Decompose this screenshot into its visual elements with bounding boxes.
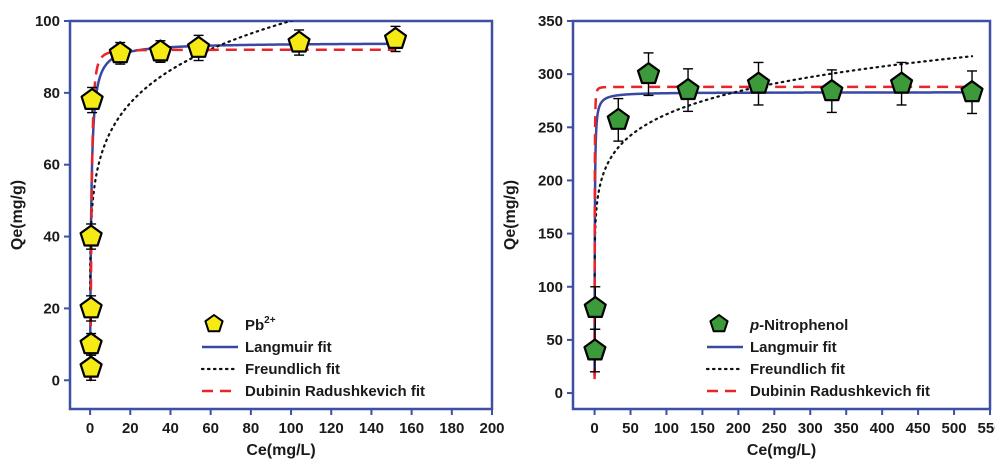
y-axis-title: Qe(mg/g) bbox=[502, 180, 519, 250]
x-tick-label: 250 bbox=[762, 420, 787, 437]
data-point-marker bbox=[287, 30, 311, 53]
y-tick-label: 0 bbox=[52, 372, 60, 389]
x-tick-label: 500 bbox=[942, 420, 967, 437]
data-point-marker bbox=[606, 107, 630, 130]
legend-label-dubinin: Dubinin Radushkevich fit bbox=[245, 383, 425, 400]
data-point-marker bbox=[889, 71, 914, 94]
legend-label-langmuir: Langmuir fit bbox=[245, 339, 332, 356]
data-point-marker bbox=[148, 39, 172, 62]
data-point-marker bbox=[746, 71, 771, 94]
right-chart-panel: 0 50 100 150 200 250 300 350 400 450 500 550 0 50 100 1… bbox=[502, 13, 995, 459]
data-point-marker bbox=[79, 355, 103, 378]
x-tick-label: 0 bbox=[590, 420, 598, 437]
y-tick-label: 200 bbox=[538, 172, 563, 189]
x-axis-title: Ce(mg/L) bbox=[246, 442, 315, 459]
legend: p-Nitrophenol Langmuir fit Freundlich fit D… bbox=[705, 314, 930, 400]
x-tick-label: 150 bbox=[690, 420, 715, 437]
dubinin-fit-curve bbox=[593, 85, 973, 380]
legend-label-superscript: 2+ bbox=[264, 315, 276, 326]
legend-marker-points bbox=[204, 314, 224, 333]
x-tick-label: 400 bbox=[870, 420, 895, 437]
freundlich-fit-curve bbox=[89, 21, 295, 291]
legend-label-name: Pb bbox=[245, 317, 264, 334]
langmuir-fit-curve bbox=[593, 91, 973, 377]
data-point-marker bbox=[108, 41, 132, 64]
data-point-marker bbox=[583, 295, 607, 318]
freundlich-fit-curve bbox=[593, 55, 974, 289]
x-tick-label: 180 bbox=[439, 420, 464, 437]
legend: Pb2+ Langmuir fit Freundlich fit Dubinin Ra… bbox=[200, 314, 425, 400]
x-tick-label: 40 bbox=[162, 420, 179, 437]
legend-label-freundlich: Freundlich fit bbox=[245, 361, 340, 378]
legend-marker-points bbox=[709, 314, 729, 333]
x-tick-label: 200 bbox=[479, 420, 504, 437]
data-point-marker bbox=[187, 35, 211, 58]
x-tick-label: 120 bbox=[319, 420, 344, 437]
x-tick-label: 80 bbox=[243, 420, 260, 437]
data-point-marker bbox=[79, 224, 103, 247]
x-tick-label: 20 bbox=[122, 420, 139, 437]
y-tick-label: 150 bbox=[538, 226, 563, 243]
data-point-marker bbox=[820, 79, 844, 102]
x-tick-label: 100 bbox=[654, 420, 679, 437]
x-tick-label: 0 bbox=[86, 420, 94, 437]
y-tick-label: 50 bbox=[546, 332, 563, 349]
y-tick-label: 100 bbox=[35, 13, 60, 30]
y-axis-title: Qe(mg/g) bbox=[9, 180, 26, 250]
y-tick-label: 300 bbox=[538, 66, 563, 83]
data-point-marker bbox=[583, 338, 607, 361]
x-tick-label: 140 bbox=[359, 420, 384, 437]
data-point-marker bbox=[80, 87, 104, 111]
data-point-marker bbox=[79, 296, 103, 319]
y-tick-label: 0 bbox=[555, 385, 563, 402]
legend-label-dubinin: Dubinin Radushkevich fit bbox=[750, 383, 930, 400]
data-point-marker bbox=[636, 62, 661, 85]
y-tick-label: 80 bbox=[43, 85, 60, 102]
legend-label-langmuir: Langmuir fit bbox=[750, 339, 837, 356]
left-chart-panel: 0 20 40 60 80 100 120 140 160 180 200 0 20 40 60 80 100 C… bbox=[9, 13, 505, 459]
x-tick-label: 160 bbox=[399, 420, 424, 437]
dubinin-fit-curve bbox=[88, 48, 396, 382]
data-point-marker bbox=[960, 80, 984, 103]
x-tick-label: 50 bbox=[622, 420, 639, 437]
x-tick-label: 60 bbox=[202, 420, 219, 437]
y-tick-label: 40 bbox=[43, 229, 60, 246]
langmuir-fit-curve bbox=[88, 42, 396, 369]
legend-label-points: Pb2+ bbox=[245, 315, 276, 334]
x-tick-label: 100 bbox=[279, 420, 304, 437]
y-tick-label: 100 bbox=[538, 279, 563, 296]
x-tick-label: 300 bbox=[798, 420, 823, 437]
data-point-marker bbox=[384, 26, 408, 50]
legend-label-freundlich: Freundlich fit bbox=[750, 361, 845, 378]
x-tick-label: 450 bbox=[906, 420, 931, 437]
legend-label-points: p-Nitrophenol bbox=[749, 317, 848, 334]
x-tick-label: 350 bbox=[834, 420, 859, 437]
y-tick-label: 60 bbox=[43, 157, 60, 174]
legend-label-prefix: p bbox=[749, 317, 759, 334]
legend-label-name: -Nitrophenol bbox=[759, 317, 848, 334]
x-tick-label: 200 bbox=[726, 420, 751, 437]
plot-frame bbox=[571, 19, 992, 411]
x-tick-label: 550 bbox=[977, 420, 995, 437]
x-axis-title: Ce(mg/L) bbox=[747, 442, 816, 459]
y-tick-label: 350 bbox=[538, 13, 563, 30]
data-point-marker bbox=[676, 77, 700, 101]
plot-frame bbox=[68, 19, 494, 411]
fit-curves bbox=[88, 21, 396, 382]
data-point-marker bbox=[79, 332, 103, 355]
y-tick-label: 250 bbox=[538, 119, 563, 136]
y-tick-label: 20 bbox=[43, 300, 60, 317]
